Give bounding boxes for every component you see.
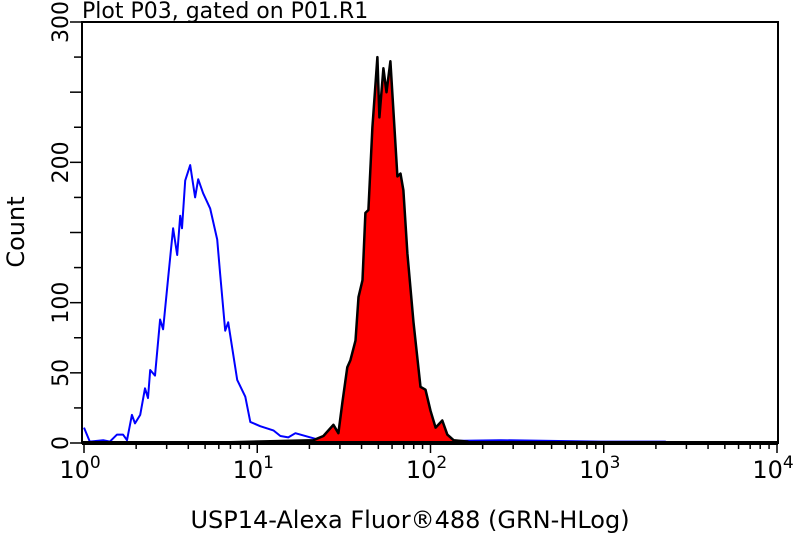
- x-tick-base: 10: [406, 456, 437, 484]
- x-tick-exponent: 0: [90, 453, 101, 473]
- x-tick-label: 103: [579, 453, 620, 484]
- x-tick-label: 101: [233, 453, 274, 484]
- x-tick-exponent: 4: [783, 453, 794, 473]
- x-tick-label: 100: [59, 453, 100, 484]
- y-tick-label: 200: [49, 141, 74, 183]
- y-axis-label: Count: [2, 196, 30, 267]
- y-tick-label: 100: [49, 282, 74, 324]
- x-axis-label: USP14-Alexa Fluor®488 (GRN-HLog): [190, 506, 629, 534]
- x-tick-label: 102: [406, 453, 447, 484]
- x-tick-exponent: 2: [436, 453, 447, 473]
- x-tick-base: 10: [579, 456, 610, 484]
- x-tick-exponent: 3: [610, 453, 621, 473]
- y-tick-label: 50: [49, 359, 74, 387]
- x-tick-base: 10: [752, 456, 783, 484]
- x-tick-exponent: 1: [263, 453, 274, 473]
- chart-title: Plot P03, gated on P01.R1: [82, 0, 368, 24]
- plot-area: [83, 55, 666, 445]
- x-tick-label: 104: [752, 453, 793, 484]
- y-tick-label: 0: [49, 436, 74, 450]
- series-0-outline-histogram: [83, 164, 666, 443]
- series-1-filled-histogram: [199, 55, 469, 445]
- x-tick-base: 10: [233, 456, 264, 484]
- y-tick-label: 300: [49, 1, 74, 43]
- x-tick-base: 10: [59, 456, 90, 484]
- plot-frame: [81, 21, 779, 444]
